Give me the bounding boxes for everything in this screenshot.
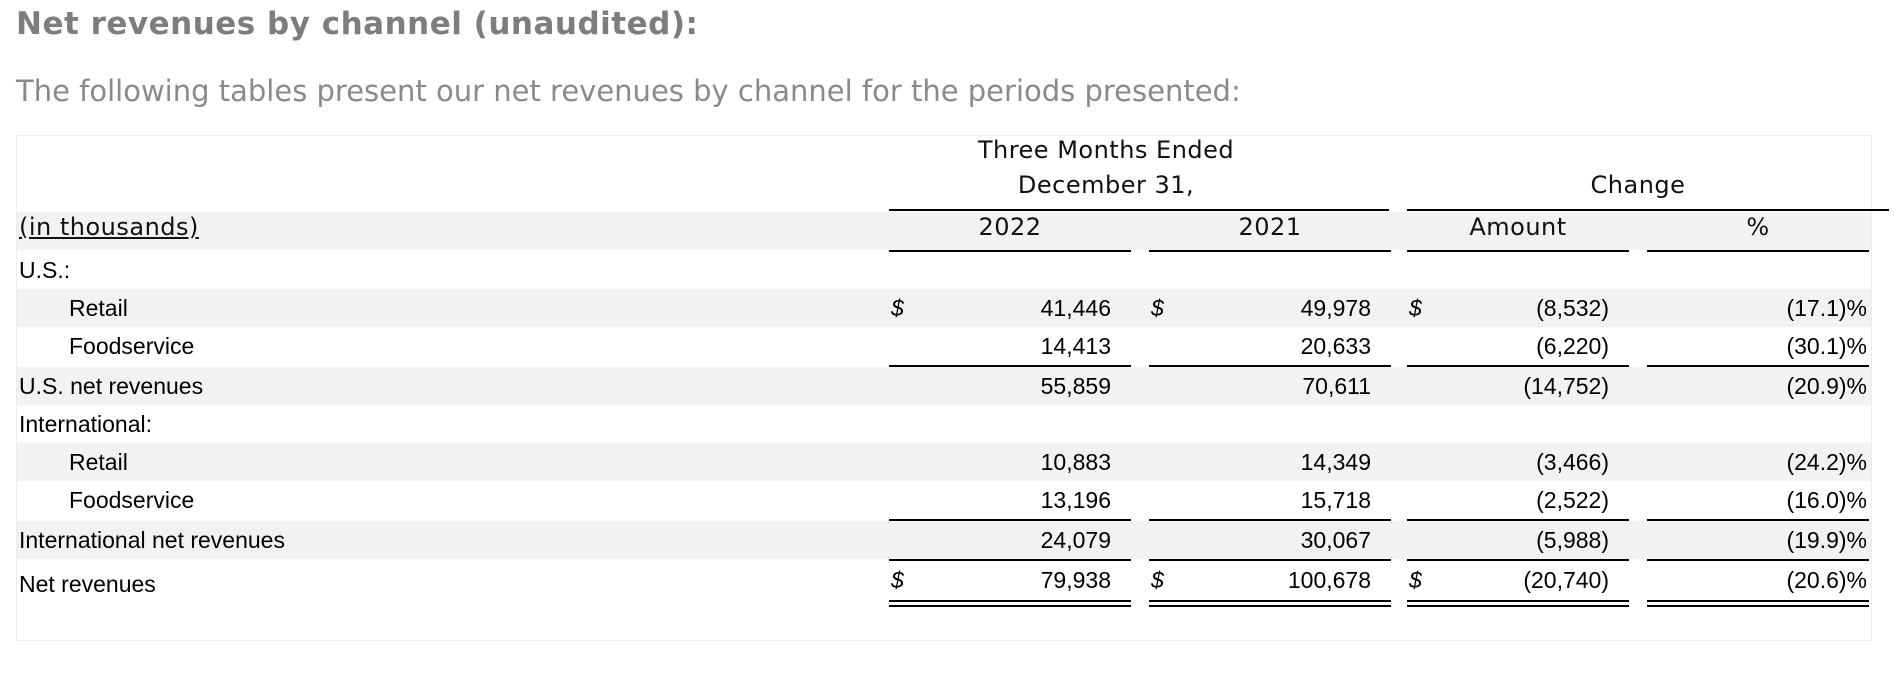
value-pct: (24.2)%: [1786, 449, 1867, 475]
value-2022: 41,446: [1040, 295, 1111, 321]
row-label: U.S. net revenues: [19, 373, 204, 399]
col-header-2021: 2021: [1238, 213, 1302, 241]
col-header-pct: %: [1746, 213, 1770, 241]
total-rule: [1647, 559, 1869, 561]
total-rule: [1407, 559, 1629, 561]
value-2021: 70,611: [1302, 373, 1371, 399]
value-2022: 14,413: [1040, 333, 1111, 359]
value-amount: (14,752): [1523, 373, 1609, 399]
value-amount: (20,740): [1523, 567, 1609, 593]
col-header-amount: Amount: [1469, 213, 1567, 241]
grand-total-double-rule: [1647, 600, 1869, 607]
col-rule-amount: [1407, 250, 1629, 252]
row-label: International:: [19, 411, 152, 437]
currency-symbol: $: [891, 567, 904, 593]
value-2021: 14,349: [1300, 449, 1371, 475]
value-2021: 100,678: [1287, 567, 1371, 593]
row-label: Retail: [69, 295, 128, 321]
table-row: Foodservice 13,196 15,718 (2,522) (16.0)…: [17, 481, 1871, 519]
value-2022: 13,196: [1040, 487, 1111, 513]
value-pct: (16.0)%: [1786, 487, 1867, 513]
subtotal-rule: [1647, 365, 1869, 367]
period-header-line2: December 31,: [1017, 171, 1195, 199]
subtotal-rule: [889, 365, 1131, 367]
grand-total-double-rule: [1407, 600, 1629, 607]
row-label: U.S.:: [19, 257, 71, 283]
table-row: U.S.:: [17, 251, 1871, 289]
row-label: International net revenues: [19, 527, 285, 553]
value-2022: 55,859: [1040, 373, 1111, 399]
table-row: International:: [17, 405, 1871, 443]
value-2021: 30,067: [1300, 527, 1371, 553]
value-pct: (30.1)%: [1786, 333, 1867, 359]
value-pct: (19.9)%: [1786, 527, 1867, 553]
grand-total-double-rule: [1149, 600, 1391, 607]
value-amount: (8,532): [1536, 295, 1609, 321]
col-rule-2021: [1149, 250, 1391, 252]
value-amount: (2,522): [1536, 487, 1609, 513]
col-rule-2022: [889, 250, 1131, 252]
table-row: Retail 10,883 14,349 (3,466) (24.2)%: [17, 443, 1871, 481]
value-amount: (3,466): [1536, 449, 1609, 475]
value-pct: (20.9)%: [1786, 373, 1867, 399]
header-row-shade: [17, 212, 1871, 250]
currency-symbol: $: [1409, 295, 1422, 321]
value-2021: 49,978: [1300, 295, 1371, 321]
row-label: Net revenues: [19, 571, 156, 597]
revenue-table: Three Months Ended December 31, Change (…: [16, 135, 1889, 641]
period-header-rule: [889, 209, 1389, 211]
row-label: Foodservice: [69, 333, 195, 359]
table-row: Retail $ 41,446 $ 49,978 $ (8,532) (17.1…: [17, 289, 1871, 327]
total-rule: [889, 559, 1131, 561]
row-label: Foodservice: [69, 487, 195, 513]
subtotal-rule: [1647, 519, 1869, 521]
table-row: International net revenues 24,079 30,067…: [17, 521, 1871, 559]
table-row: Net revenues $ 79,938 $ 100,678 $ (20,74…: [17, 561, 1871, 601]
currency-symbol: $: [1409, 567, 1422, 593]
period-header-line1: Three Months Ended: [977, 136, 1235, 164]
subtotal-rule: [889, 519, 1131, 521]
col-header-2022: 2022: [978, 213, 1042, 241]
subtotal-rule: [1149, 365, 1391, 367]
subtotal-rule: [1407, 365, 1629, 367]
section-heading: Net revenues by channel (unaudited):: [16, 6, 699, 42]
currency-symbol: $: [1151, 567, 1164, 593]
subtotal-rule: [1407, 519, 1629, 521]
table-row: U.S. net revenues 55,859 70,611 (14,752)…: [17, 367, 1871, 405]
value-2021: 20,633: [1300, 333, 1371, 359]
change-header: Change: [1590, 171, 1686, 199]
table-row: Foodservice 14,413 20,633 (6,220) (30.1)…: [17, 327, 1871, 365]
currency-symbol: $: [1151, 295, 1164, 321]
value-2022: 24,079: [1040, 527, 1111, 553]
col-rule-pct: [1647, 250, 1869, 252]
intro-text: The following tables present our net rev…: [16, 74, 1241, 108]
value-2022: 79,938: [1040, 567, 1111, 593]
total-rule: [1149, 559, 1391, 561]
subtotal-rule: [1149, 519, 1391, 521]
units-label: (in thousands): [19, 213, 199, 241]
grand-total-double-rule: [889, 600, 1131, 607]
value-2021: 15,718: [1300, 487, 1371, 513]
value-pct: (20.6)%: [1786, 567, 1867, 593]
value-amount: (6,220): [1536, 333, 1609, 359]
row-label: Retail: [69, 449, 128, 475]
change-header-rule: [1407, 209, 1889, 211]
value-amount: (5,988): [1536, 527, 1609, 553]
currency-symbol: $: [891, 295, 904, 321]
value-pct: (17.1)%: [1786, 295, 1867, 321]
value-2022: 10,883: [1040, 449, 1111, 475]
